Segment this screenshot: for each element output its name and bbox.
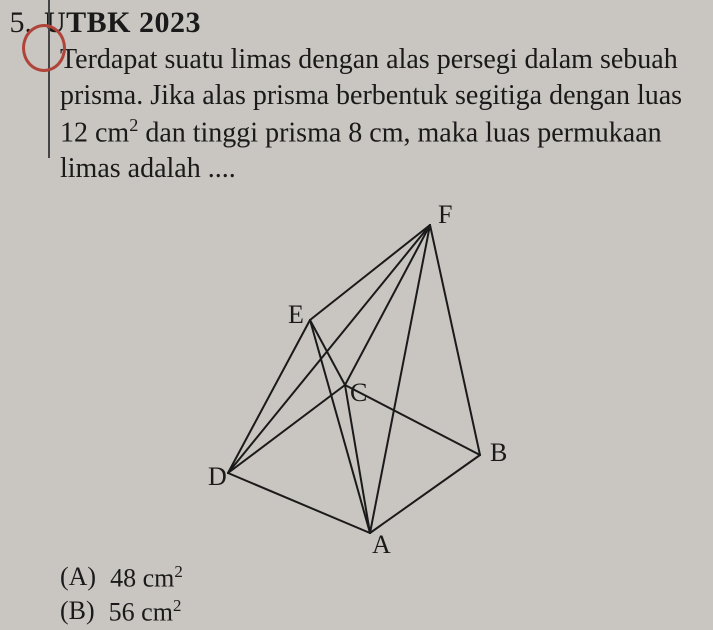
margin-rule — [48, 0, 50, 158]
vertex-label-b: B — [490, 438, 507, 467]
page: 5. UTBK 2023 Terdapat suatu limas dengan… — [0, 0, 713, 629]
vertex-label-f: F — [438, 200, 452, 229]
question-stem: Terdapat suatu limas dengan alas persegi… — [60, 42, 689, 187]
figure-edge — [430, 225, 480, 455]
exam-source: UTBK 2023 — [44, 6, 201, 40]
option-b: (B) 56 cm2 — [60, 595, 689, 629]
geometry-figure: A B C D E F — [160, 195, 520, 555]
figure-edge — [228, 225, 430, 473]
vertex-label-d: D — [208, 462, 227, 491]
figure-edge — [310, 225, 430, 320]
figure-edge — [370, 225, 430, 533]
option-text: 48 cm2 — [110, 561, 183, 595]
figure-edge — [228, 320, 310, 473]
option-letter: (B) — [60, 595, 95, 629]
question-number: 5. — [0, 6, 36, 40]
options-list: (A) 48 cm2 (B) 56 cm2 — [60, 561, 689, 629]
figure-edge — [370, 455, 480, 533]
figure-svg: A B C D E F — [160, 195, 520, 555]
option-letter: (A) — [60, 561, 96, 595]
vertex-label-c: C — [350, 378, 367, 407]
option-text: 56 cm2 — [109, 595, 182, 629]
vertex-label-e: E — [288, 300, 304, 329]
vertex-label-a: A — [372, 530, 391, 555]
option-a: (A) 48 cm2 — [60, 561, 689, 595]
figure-edge — [228, 385, 345, 473]
figure-edge — [228, 473, 370, 533]
figure-edge — [310, 320, 345, 385]
figure-edge — [310, 320, 370, 533]
header-row: 5. UTBK 2023 — [0, 6, 689, 40]
figure-edge — [345, 225, 430, 385]
